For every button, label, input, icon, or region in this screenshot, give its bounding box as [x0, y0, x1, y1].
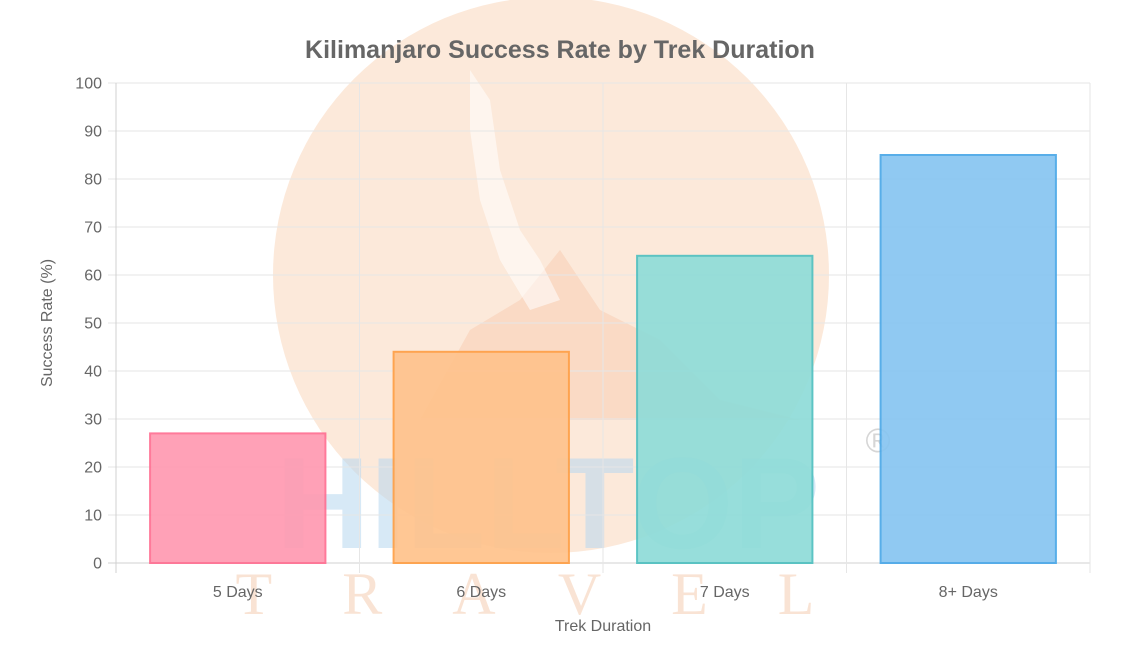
bar-6-days	[392, 350, 570, 564]
bar-5-days	[149, 432, 327, 564]
x-axis-ticks: 5 Days 6 Days 7 Days 8+ Days	[213, 584, 998, 601]
x-tick-label: 7 Days	[700, 584, 750, 601]
y-tick-label: 60	[84, 268, 102, 285]
x-axis-title: Trek Duration	[555, 618, 651, 635]
x-tick-label: 8+ Days	[939, 584, 998, 601]
y-tick-label: 90	[84, 124, 102, 141]
x-tick-label: 6 Days	[456, 584, 506, 601]
x-tick-label: 5 Days	[213, 584, 263, 601]
bar-7-days	[636, 254, 814, 565]
y-tick-label: 20	[84, 460, 102, 477]
y-tick-label: 40	[84, 364, 102, 381]
chart-title: Kilimanjaro Success Rate by Trek Duratio…	[305, 36, 815, 64]
y-tick-label: 50	[84, 316, 102, 333]
y-tick-label: 80	[84, 172, 102, 189]
y-tick-label: 30	[84, 412, 102, 429]
x-gridlines	[115, 83, 1091, 573]
y-tick-label: 100	[75, 76, 102, 93]
y-tick-label: 70	[84, 220, 102, 237]
y-tick-label: 0	[93, 556, 102, 573]
y-tick-label: 10	[84, 508, 102, 525]
y-axis-ticks: 0 10 20 30 40 50 60 70 80 90 100	[75, 76, 102, 573]
bar-8-days	[879, 154, 1057, 564]
bar-series	[149, 154, 1057, 565]
logo-antelope-shape	[470, 70, 560, 310]
y-axis-title: Success Rate (%)	[39, 259, 56, 387]
logo-sub-word: TRAVEL	[236, 561, 885, 627]
